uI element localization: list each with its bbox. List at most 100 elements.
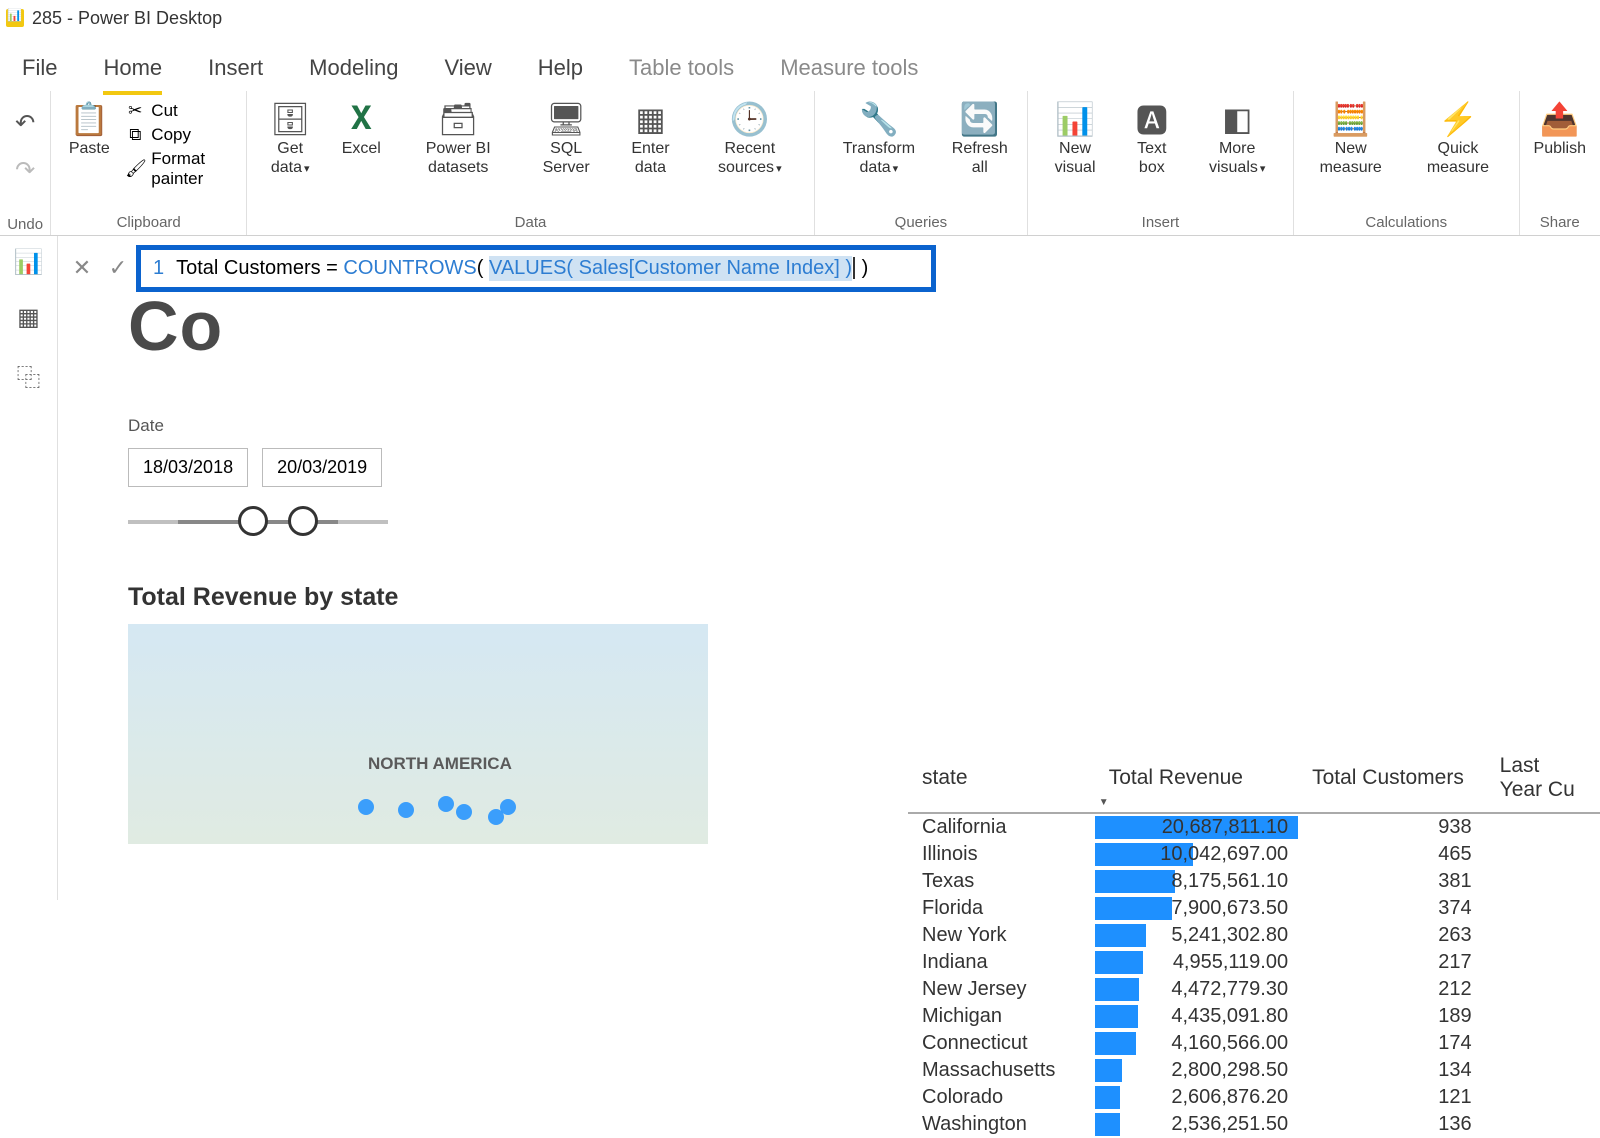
customers-cell: 465 <box>1298 841 1486 868</box>
data-table-visual[interactable]: stateTotal RevenueTotal CustomersLast Ye… <box>908 746 1600 1138</box>
refresh-icon: 🔄 <box>960 99 1000 139</box>
pbi-datasets-button[interactable]: 🗃Power BI datasets <box>397 95 519 181</box>
tab-measure-tools[interactable]: Measure tools <box>780 55 918 91</box>
model-view-icon[interactable]: ⿻ <box>17 358 41 393</box>
formula-input[interactable]: 1 Total Customers = COUNTROWS ( VALUES( … <box>136 245 936 292</box>
state-cell: New York <box>908 922 1095 949</box>
new-visual-button[interactable]: 📊New visual <box>1036 95 1114 181</box>
slider-handle-start[interactable] <box>238 506 268 536</box>
clipboard-icon: 📋 <box>69 99 109 139</box>
more-visuals-button[interactable]: ◧More visuals▾ <box>1189 95 1285 181</box>
tab-file[interactable]: File <box>22 55 57 91</box>
data-table[interactable]: stateTotal RevenueTotal CustomersLast Ye… <box>908 746 1600 1138</box>
refresh-all-button[interactable]: 🔄Refresh all <box>941 95 1019 181</box>
table-row[interactable]: Florida7,900,673.50374 <box>908 895 1600 922</box>
tab-insert[interactable]: Insert <box>208 55 263 91</box>
left-nav: 📊 ▦ ⿻ <box>0 236 58 900</box>
quick-measure-button[interactable]: ⚡Quick measure <box>1405 95 1510 181</box>
revenue-cell: 8,175,561.10 <box>1095 868 1298 895</box>
state-cell: Connecticut <box>908 1030 1095 1057</box>
clipboard-group: 📋 Paste ✂Cut ⧉Copy 🖌Format painter Clipb… <box>51 91 247 235</box>
table-row[interactable]: Washington2,536,251.50136 <box>908 1111 1600 1138</box>
table-row[interactable]: Texas8,175,561.10381 <box>908 868 1600 895</box>
revenue-cell: 4,955,119.00 <box>1095 949 1298 976</box>
customers-cell: 263 <box>1298 922 1486 949</box>
format-painter-button[interactable]: 🖌Format painter <box>125 149 238 189</box>
lastyear-cell <box>1486 841 1600 868</box>
tab-modeling[interactable]: Modeling <box>309 55 398 91</box>
revenue-cell: 2,800,298.50 <box>1095 1057 1298 1084</box>
text-cursor <box>853 257 855 279</box>
transform-data-button[interactable]: 🔧Transform data▾ <box>823 95 935 181</box>
column-header[interactable]: state <box>908 746 1095 813</box>
table-row[interactable]: Michigan4,435,091.80189 <box>908 1003 1600 1030</box>
lastyear-cell <box>1486 868 1600 895</box>
table-row[interactable]: New Jersey4,472,779.30212 <box>908 976 1600 1003</box>
queries-group: 🔧Transform data▾ 🔄Refresh all Queries <box>815 91 1028 235</box>
date-slider[interactable] <box>128 509 388 533</box>
table-row[interactable]: California20,687,811.10938 <box>908 813 1600 841</box>
column-header[interactable]: Total Customers <box>1298 746 1486 813</box>
chart-icon: 📊 <box>1055 99 1095 139</box>
paste-button[interactable]: 📋 Paste <box>59 95 119 162</box>
map-title: Total Revenue by state <box>128 583 1600 612</box>
app-logo-icon <box>6 9 24 27</box>
recent-icon: 🕒 <box>730 99 770 139</box>
text-box-button[interactable]: 🅰Text box <box>1120 95 1183 181</box>
copy-button[interactable]: ⧉Copy <box>125 125 238 145</box>
date-to-input[interactable]: 20/03/2019 <box>262 448 382 487</box>
get-data-button[interactable]: 🗄Get data▾ <box>255 95 325 181</box>
recent-sources-button[interactable]: 🕒Recent sources▾ <box>694 95 806 181</box>
server-icon: 🖥 <box>546 99 587 139</box>
tab-table-tools[interactable]: Table tools <box>629 55 734 91</box>
formula-commit-button[interactable]: ✓ <box>100 250 136 286</box>
data-view-icon[interactable]: ▦ <box>17 303 40 332</box>
map-canvas[interactable]: NORTH AMERICA <box>128 624 708 844</box>
new-measure-button[interactable]: 🧮New measure <box>1302 95 1399 181</box>
undo-button[interactable]: ↶ <box>15 109 35 138</box>
cut-button[interactable]: ✂Cut <box>125 101 238 121</box>
table-row[interactable]: New York5,241,302.80263 <box>908 922 1600 949</box>
publish-button[interactable]: 📤Publish <box>1528 95 1592 162</box>
tab-view[interactable]: View <box>444 55 491 91</box>
state-cell: California <box>908 813 1095 841</box>
report-view-icon[interactable]: 📊 <box>14 248 44 277</box>
table-row[interactable]: Indiana4,955,119.00217 <box>908 949 1600 976</box>
copy-icon: ⧉ <box>125 125 145 145</box>
sql-server-button[interactable]: 🖥SQL Server <box>525 95 607 181</box>
line-number: 1 <box>153 257 164 280</box>
customers-cell: 136 <box>1298 1111 1486 1138</box>
table-row[interactable]: Illinois10,042,697.00465 <box>908 841 1600 868</box>
excel-button[interactable]: 𝐗Excel <box>331 95 391 162</box>
lastyear-cell <box>1486 1084 1600 1111</box>
share-group-label: Share <box>1528 212 1592 233</box>
formula-cancel-button[interactable]: ✕ <box>64 250 100 286</box>
brush-icon: 🖌 <box>125 159 145 179</box>
customers-cell: 134 <box>1298 1057 1486 1084</box>
share-group: 📤Publish Share <box>1520 91 1600 235</box>
date-slicer[interactable]: Date 18/03/2018 20/03/2019 <box>128 416 1600 533</box>
enter-data-button[interactable]: ▦Enter data <box>613 95 687 181</box>
state-cell: Colorado <box>908 1084 1095 1111</box>
column-header[interactable]: Total Revenue <box>1095 746 1298 813</box>
insert-group-label: Insert <box>1036 212 1285 233</box>
state-cell: Massachusetts <box>908 1057 1095 1084</box>
more-icon: ◧ <box>1222 99 1252 139</box>
customers-cell: 381 <box>1298 868 1486 895</box>
lastyear-cell <box>1486 1057 1600 1084</box>
tab-home[interactable]: Home <box>103 55 162 95</box>
table-row[interactable]: Colorado2,606,876.20121 <box>908 1084 1600 1111</box>
state-cell: New Jersey <box>908 976 1095 1003</box>
column-header[interactable]: Last Year Cu <box>1486 746 1600 813</box>
revenue-cell: 4,160,566.00 <box>1095 1030 1298 1057</box>
insert-group: 📊New visual 🅰Text box ◧More visuals▾ Ins… <box>1028 91 1294 235</box>
tab-help[interactable]: Help <box>538 55 583 91</box>
slider-handle-end[interactable] <box>288 506 318 536</box>
table-row[interactable]: Connecticut4,160,566.00174 <box>908 1030 1600 1057</box>
date-from-input[interactable]: 18/03/2018 <box>128 448 248 487</box>
table-row[interactable]: Massachusetts2,800,298.50134 <box>908 1057 1600 1084</box>
undo-group: ↶ ↷ Undo <box>0 91 51 235</box>
customers-cell: 217 <box>1298 949 1486 976</box>
redo-button[interactable]: ↷ <box>15 156 35 185</box>
calculations-group-label: Calculations <box>1302 212 1511 233</box>
